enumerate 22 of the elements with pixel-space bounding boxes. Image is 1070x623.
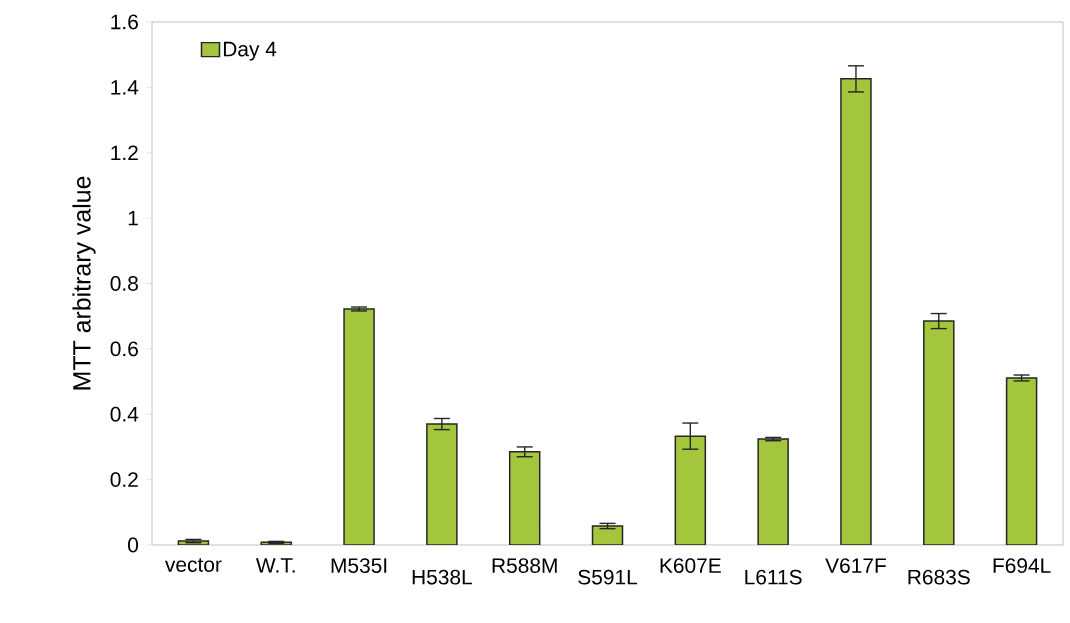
x-tick-label: W.T. — [255, 558, 295, 573]
x-tick-label: F694L — [993, 558, 1051, 573]
x-tick-label: K607E — [660, 558, 721, 573]
y-tick-label: 1.2 — [111, 145, 138, 161]
x-tick-label: M535I — [331, 558, 387, 573]
y-tick-label: 0.6 — [110, 341, 138, 357]
y-tick-label: 1 — [128, 210, 138, 226]
legend-label: Day 4 — [223, 41, 277, 61]
x-tick-label: R683S — [908, 569, 970, 585]
y-tick-label: 1.6 — [111, 14, 138, 30]
x-tick-label: R588M — [492, 558, 557, 573]
x-tick-label: H538L — [412, 569, 472, 585]
y-axis-title: MTT arbitrary value — [72, 176, 96, 390]
y-tick-label: 0.2 — [110, 472, 138, 488]
x-tick-label: L611S — [745, 569, 802, 585]
y-tick-label: 0.8 — [110, 276, 138, 291]
y-tick-label: 1.4 — [111, 80, 139, 95]
y-tick-label: 0.4 — [110, 406, 139, 422]
x-tick-label: S591L — [578, 569, 638, 585]
y-tick-label: 0 — [128, 537, 139, 553]
x-tick-label: vector — [165, 558, 222, 572]
x-tick-label: V617F — [825, 558, 886, 573]
